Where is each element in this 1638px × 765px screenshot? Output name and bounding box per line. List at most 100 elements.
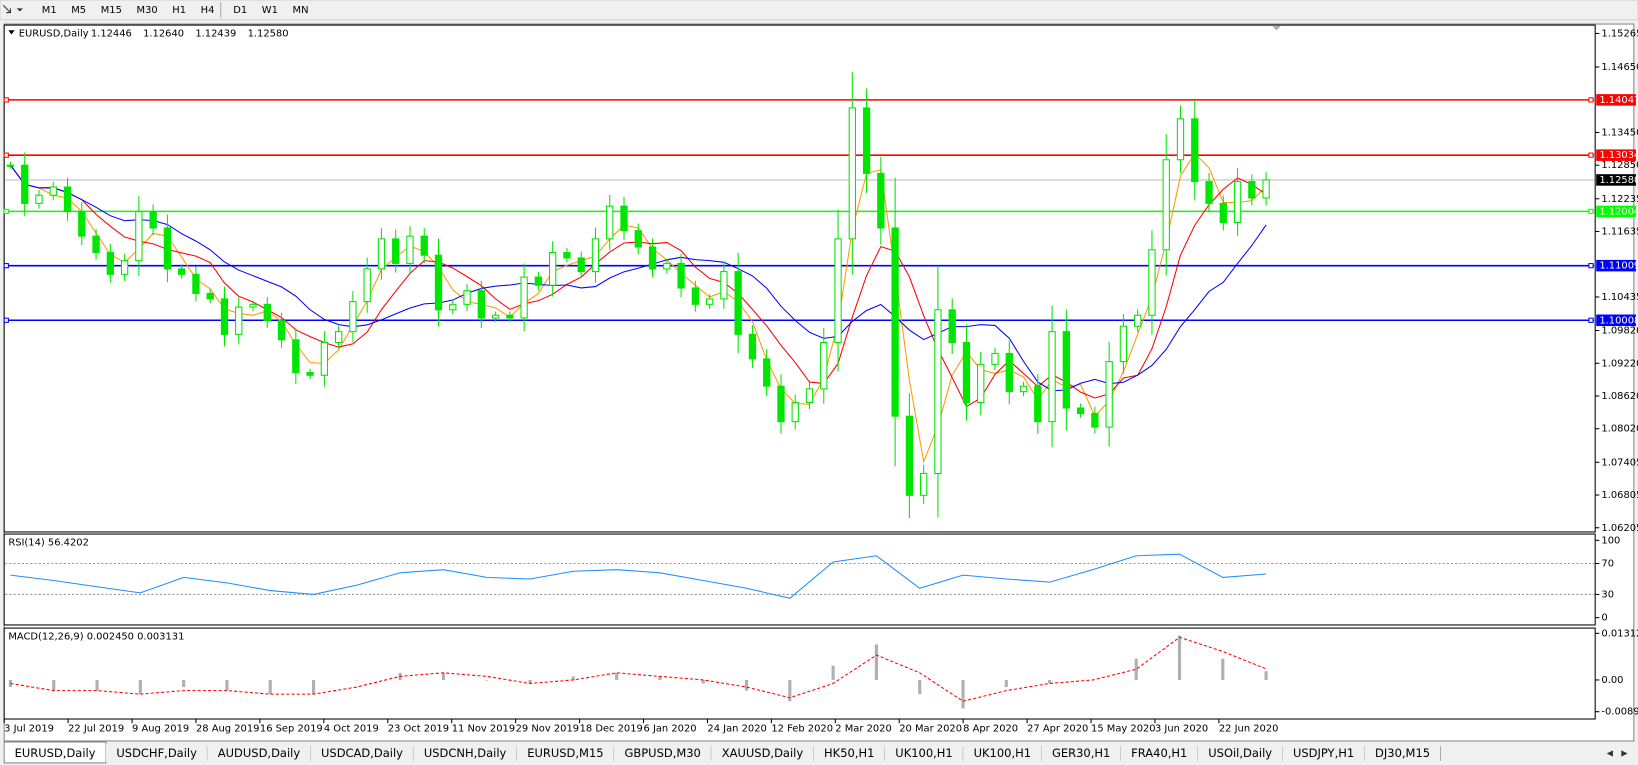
timeframe-button[interactable]: W1 [262, 5, 278, 16]
candle-body [634, 230, 642, 248]
candle-body [534, 276, 543, 286]
candle-body [1091, 412, 1099, 428]
candle-body [220, 298, 229, 335]
candle-body [235, 306, 243, 335]
candle-body [934, 309, 942, 475]
tab-label[interactable]: FRA40,H1 [1131, 746, 1187, 760]
tab[interactable] [207, 744, 311, 762]
tab-label[interactable]: EURUSD,Daily [15, 746, 96, 760]
candle-body [991, 352, 999, 365]
candle-body [192, 273, 200, 294]
x-tick-label: 15 May 2020 [1091, 723, 1156, 734]
macd-bar [485, 679, 489, 681]
tab-label[interactable]: USDCAD,Daily [321, 746, 403, 760]
toolbar-dropdown[interactable] [16, 8, 23, 12]
candle-body [1162, 159, 1170, 251]
tab-label[interactable]: EURUSD,M15 [527, 746, 603, 760]
tab-scroll[interactable] [1606, 750, 1628, 757]
macd-bar [918, 679, 922, 695]
tab[interactable] [963, 744, 1042, 762]
candle-body [106, 251, 114, 275]
candle-body [862, 107, 871, 174]
timeframe-button[interactable]: D1 [233, 5, 247, 16]
x-tick-label: 8 Apr 2020 [963, 723, 1018, 734]
tab[interactable] [884, 744, 964, 762]
candle-body [277, 320, 286, 341]
candle-body [392, 238, 400, 264]
y-tick-label: 0 [1601, 613, 1607, 624]
tab[interactable] [1282, 744, 1365, 762]
timeframe-button[interactable]: M5 [71, 5, 86, 16]
x-tick-label: 9 Aug 2019 [132, 723, 189, 734]
x-tick-label: 29 Nov 2019 [516, 723, 579, 734]
macd-bar [874, 644, 878, 680]
timeframe-button[interactable]: M1 [42, 5, 57, 16]
timeframe-button[interactable]: M15 [101, 5, 122, 16]
tab[interactable] [516, 744, 615, 762]
tab[interactable] [1197, 744, 1283, 762]
ohlc-value: 1.12439 [195, 28, 236, 39]
candle-body [891, 227, 899, 417]
level-label: 1.13034 [1599, 150, 1638, 161]
symbol-menu[interactable] [8, 30, 15, 35]
y-tick-label: 1.12850 [1601, 160, 1638, 171]
macd-title: MACD(12,26,9) 0.002450 0.003131 [8, 631, 184, 642]
tab-label[interactable]: GBPUSD,M30 [624, 746, 700, 760]
candle-body [92, 235, 100, 254]
y-tick-label: 1.06805 [1601, 490, 1638, 501]
toolbar [0, 0, 1638, 21]
toolbar-icon[interactable] [2, 4, 11, 14]
y-tick-label: 1.11635 [1601, 226, 1638, 237]
tab-label[interactable]: DJ30,M15 [1375, 746, 1430, 760]
tab-label[interactable]: UK100,H1 [974, 746, 1031, 760]
tab[interactable] [813, 744, 885, 762]
candle-body [520, 276, 528, 319]
price-label: 1.12580 [1599, 175, 1638, 186]
tab-label[interactable]: GER30,H1 [1052, 746, 1110, 760]
tab[interactable] [614, 744, 712, 762]
candle-body [1019, 385, 1028, 393]
tab-label[interactable]: USDCHF,Daily [116, 746, 197, 760]
candle-body [363, 268, 371, 303]
level-handle [1588, 208, 1594, 214]
candle-body [734, 271, 742, 335]
tab[interactable] [413, 744, 517, 762]
candle-body [263, 303, 271, 322]
macd-bar [1221, 658, 1225, 680]
candle-body [434, 254, 443, 311]
y-tick-label: 1.06205 [1601, 523, 1638, 534]
tab[interactable] [105, 744, 208, 762]
level-handle [3, 97, 9, 103]
level-tag [1596, 314, 1636, 327]
candle-body [1105, 361, 1113, 428]
candle-body [905, 415, 914, 496]
candle-body [406, 235, 414, 264]
y-tick-label: 100 [1601, 535, 1620, 546]
tab-label[interactable]: XAUUSD,Daily [722, 746, 804, 760]
tab-label[interactable]: UK100,H1 [895, 746, 952, 760]
candle-body [78, 211, 86, 237]
candle-body [420, 235, 428, 256]
tab[interactable] [711, 744, 814, 762]
timeframe-button[interactable]: MN [293, 5, 309, 16]
x-tick-label: 4 Oct 2019 [324, 723, 379, 734]
tab[interactable] [1041, 744, 1121, 762]
candle-body [6, 164, 15, 167]
candle-body [249, 303, 257, 308]
tab[interactable] [1120, 744, 1198, 762]
x-tick-label: 20 Mar 2020 [899, 723, 962, 734]
candle-body [1248, 181, 1256, 199]
tab-label[interactable]: HK50,H1 [824, 746, 874, 760]
tab-label[interactable]: AUDUSD,Daily [218, 746, 301, 760]
tab[interactable] [310, 744, 414, 762]
timeframe-button[interactable]: H1 [172, 5, 186, 16]
candle-body [320, 342, 329, 376]
tab-label[interactable]: USDCNH,Daily [424, 746, 507, 760]
timeframe-button[interactable]: H4 [201, 5, 215, 16]
tab-label[interactable]: USOil,Daily [1208, 746, 1272, 760]
timeframe-button[interactable]: M30 [137, 5, 158, 16]
tab[interactable] [1364, 744, 1441, 762]
y-tick-label: 1.08020 [1601, 424, 1638, 435]
tab-label[interactable]: USDJPY,H1 [1293, 746, 1354, 760]
ohlc-value: 1.12446 [91, 28, 132, 39]
